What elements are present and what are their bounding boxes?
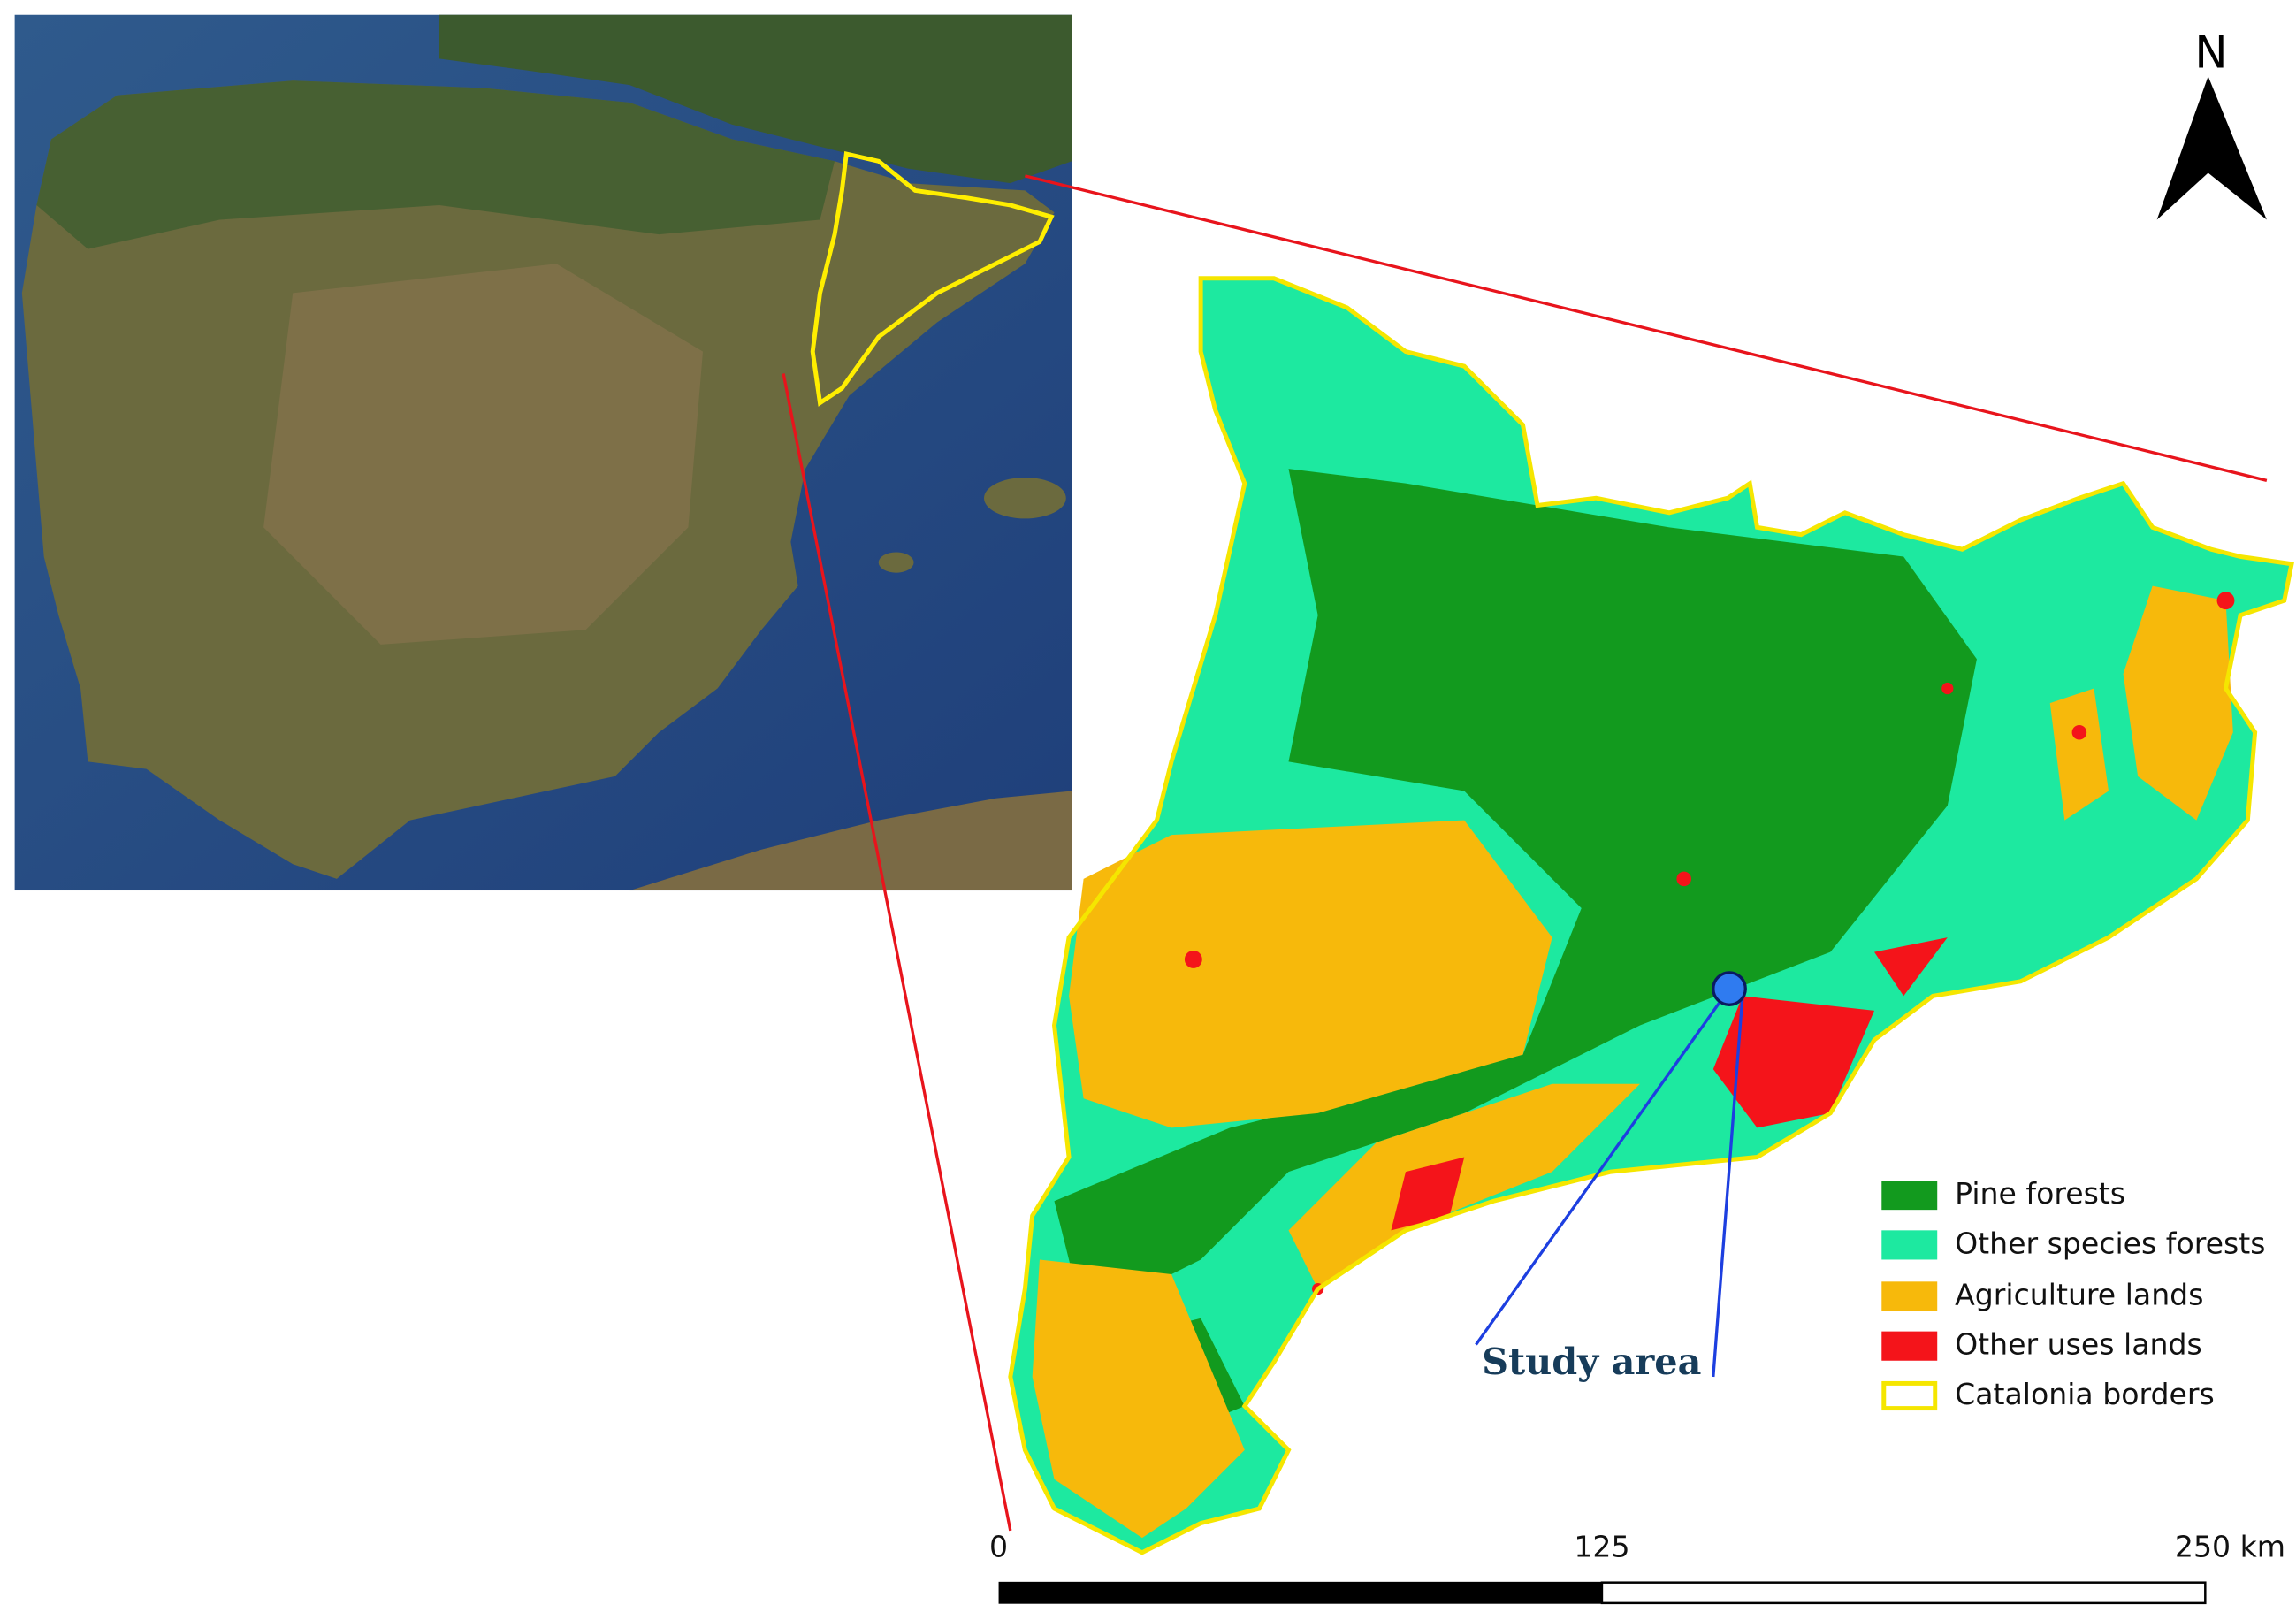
other-uses-patch <box>1676 871 1691 887</box>
agriculture-area <box>1032 1259 1245 1539</box>
iberia-central <box>263 264 703 645</box>
legend-swatch <box>1881 1380 1938 1411</box>
mallorca <box>984 478 1066 519</box>
catalonia-border <box>1008 276 2294 1555</box>
africa-land <box>629 791 1072 891</box>
ibiza <box>878 552 914 573</box>
legend-label: Catalonia borders <box>1955 1377 2215 1411</box>
satellite-map <box>14 14 1072 891</box>
scale-label: 125 <box>1574 1529 1629 1563</box>
scale-segment <box>1600 1581 2207 1605</box>
pointer-line <box>1475 988 1731 1346</box>
zoom-line <box>1024 174 2268 482</box>
other-uses-patch <box>1941 682 1954 695</box>
other-uses-patch <box>2216 592 2235 610</box>
other-uses-area <box>1712 996 1874 1128</box>
other-uses-patch <box>1184 951 1202 968</box>
legend-swatch <box>1881 1230 1938 1260</box>
catalonia-map <box>1008 276 2294 1555</box>
agriculture-area <box>2123 585 2233 821</box>
north-label: N <box>2194 27 2227 79</box>
scale-bar: 0 125 250 km <box>989 1529 2285 1605</box>
zoom-line <box>782 373 1012 1532</box>
legend-label: Pine forests <box>1955 1176 2125 1211</box>
scale-label: 250 km <box>2175 1529 2285 1563</box>
scale-segment <box>998 1581 1602 1604</box>
catalonia-outline-inset <box>810 150 1055 407</box>
agriculture-area <box>1069 820 1552 1128</box>
study-area-label: Study area <box>1482 1340 1701 1383</box>
legend-label: Other uses lands <box>1955 1327 2202 1362</box>
legend-label: Agriculture lands <box>1955 1277 2203 1311</box>
study-area-marker <box>1712 971 1747 1006</box>
north-arrow <box>2156 76 2267 220</box>
pine-forests-area <box>1054 469 1977 1318</box>
legend-swatch <box>1881 1281 1938 1311</box>
agriculture-area <box>2049 688 2109 821</box>
scale-label: 0 <box>989 1529 1008 1563</box>
pointer-line <box>1712 996 1744 1378</box>
legend-label: Other species forests <box>1955 1226 2265 1260</box>
iberia-north-green <box>36 80 835 249</box>
other-uses-area <box>1874 937 1948 997</box>
france-land <box>439 14 1072 184</box>
legend-swatch <box>1881 1181 1938 1211</box>
agriculture-area <box>1288 1083 1640 1289</box>
legend: Pine forests Other species forests Agric… <box>1881 1176 2265 1411</box>
other-uses-patch <box>2071 724 2087 740</box>
other-uses-area <box>1391 1157 1465 1231</box>
legend-swatch <box>1881 1331 1938 1361</box>
